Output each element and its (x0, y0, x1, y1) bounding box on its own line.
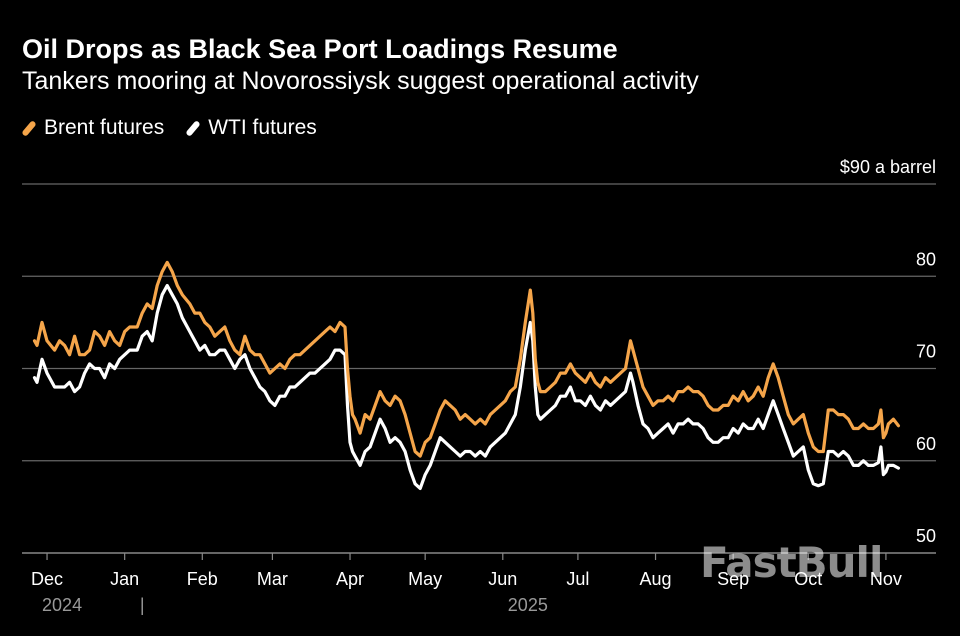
series-line-brent (32, 260, 900, 458)
x-tick-label-dec: Dec (31, 569, 63, 589)
x-tick-label-mar: Mar (257, 569, 288, 589)
x-tick-label-may: May (408, 569, 442, 589)
gridlines (22, 183, 936, 554)
legend-label-brent: Brent futures (44, 116, 165, 139)
chart-legend: Brent futures WTI futures (21, 116, 317, 140)
year-label-2024: 2024 (42, 595, 82, 615)
series-lines (32, 260, 900, 490)
legend-item-brent: Brent futures (21, 116, 165, 140)
x-tick-label-nov: Nov (870, 569, 902, 589)
x-tick-label-feb: Feb (187, 569, 218, 589)
y-axis-labels: $90 a barrel 80 70 60 50 (840, 157, 936, 546)
year-label-2025: 2025 (508, 595, 548, 615)
chart-title: Oil Drops as Black Sea Port Loadings Res… (22, 34, 618, 64)
x-tick-label-jan: Jan (110, 569, 139, 589)
x-tick-label-jun: Jun (488, 569, 517, 589)
chart-subtitle: Tankers mooring at Novorossiysk suggest … (22, 67, 699, 95)
y-tick-label-80: 80 (916, 249, 936, 269)
x-tick-label-aug: Aug (640, 569, 672, 589)
legend-label-wti: WTI futures (208, 116, 317, 139)
x-tick-label-apr: Apr (336, 569, 364, 589)
y-tick-label-50: 50 (916, 526, 936, 546)
year-label-divider: | (140, 595, 145, 615)
x-tick-label-sep: Sep (717, 569, 749, 589)
x-tick-label-jul: Jul (566, 569, 589, 589)
y-tick-label-70: 70 (916, 342, 936, 362)
series-line-wti (32, 283, 900, 490)
x-tick-label-oct: Oct (794, 569, 822, 589)
fastbull-watermark: FastBull (700, 538, 883, 587)
x-axis: Dec Jan Feb Mar Apr May Jun Jul Aug Sep Oct Nov 2024… (31, 553, 902, 615)
legend-item-wti: WTI futures (185, 116, 317, 140)
y-tick-label-60: 60 (916, 434, 936, 454)
y-tick-label-90: $90 a barrel (840, 157, 936, 177)
